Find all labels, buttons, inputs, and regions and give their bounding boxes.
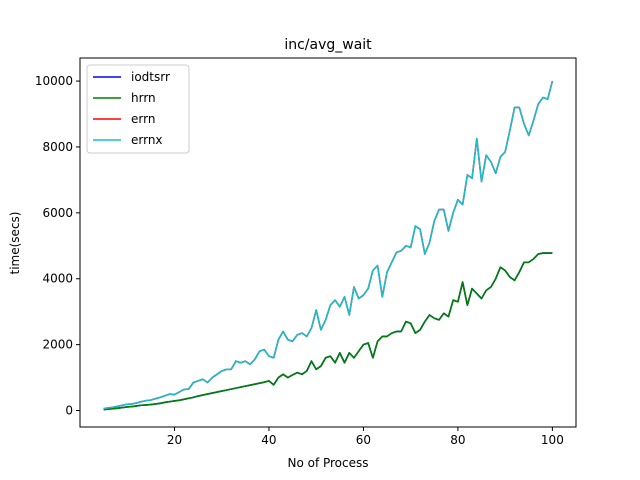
legend-label-errnx: errnx [131, 133, 163, 147]
y-axis-ticks: 0 2000 4000 6000 8000 10000 [35, 74, 80, 418]
y-axis-label: time(secs) [8, 212, 22, 275]
plot-frame [79, 57, 577, 428]
legend-box [86, 64, 190, 154]
plot-lines [103, 80, 554, 411]
y-tick-label: 2000 [42, 338, 73, 352]
series-line-hrrn [103, 252, 553, 411]
x-tick-label: 20 [167, 433, 182, 447]
legend: iodtsrr hrrn errn errnx [86, 64, 190, 154]
y-tick-label: 4000 [42, 272, 73, 286]
series-line-iodtsrr [103, 252, 553, 411]
x-tick-label: 60 [356, 433, 371, 447]
chart-title: inc/avg_wait [284, 37, 372, 53]
y-tick-label: 0 [65, 404, 73, 418]
legend-label-iodtsrr: iodtsrr [131, 70, 170, 84]
legend-label-errn: errn [131, 112, 155, 126]
series-line-errnx [103, 80, 554, 410]
x-tick-label: 100 [541, 433, 564, 447]
legend-label-hrrn: hrrn [131, 91, 156, 105]
x-axis-label: No of Process [287, 456, 368, 470]
y-tick-label: 10000 [35, 74, 73, 88]
x-tick-label: 80 [450, 433, 465, 447]
x-tick-label: 40 [261, 433, 276, 447]
x-axis-ticks: 20 40 60 80 100 [167, 427, 564, 447]
y-tick-label: 8000 [42, 140, 73, 154]
y-tick-label: 6000 [42, 206, 73, 220]
